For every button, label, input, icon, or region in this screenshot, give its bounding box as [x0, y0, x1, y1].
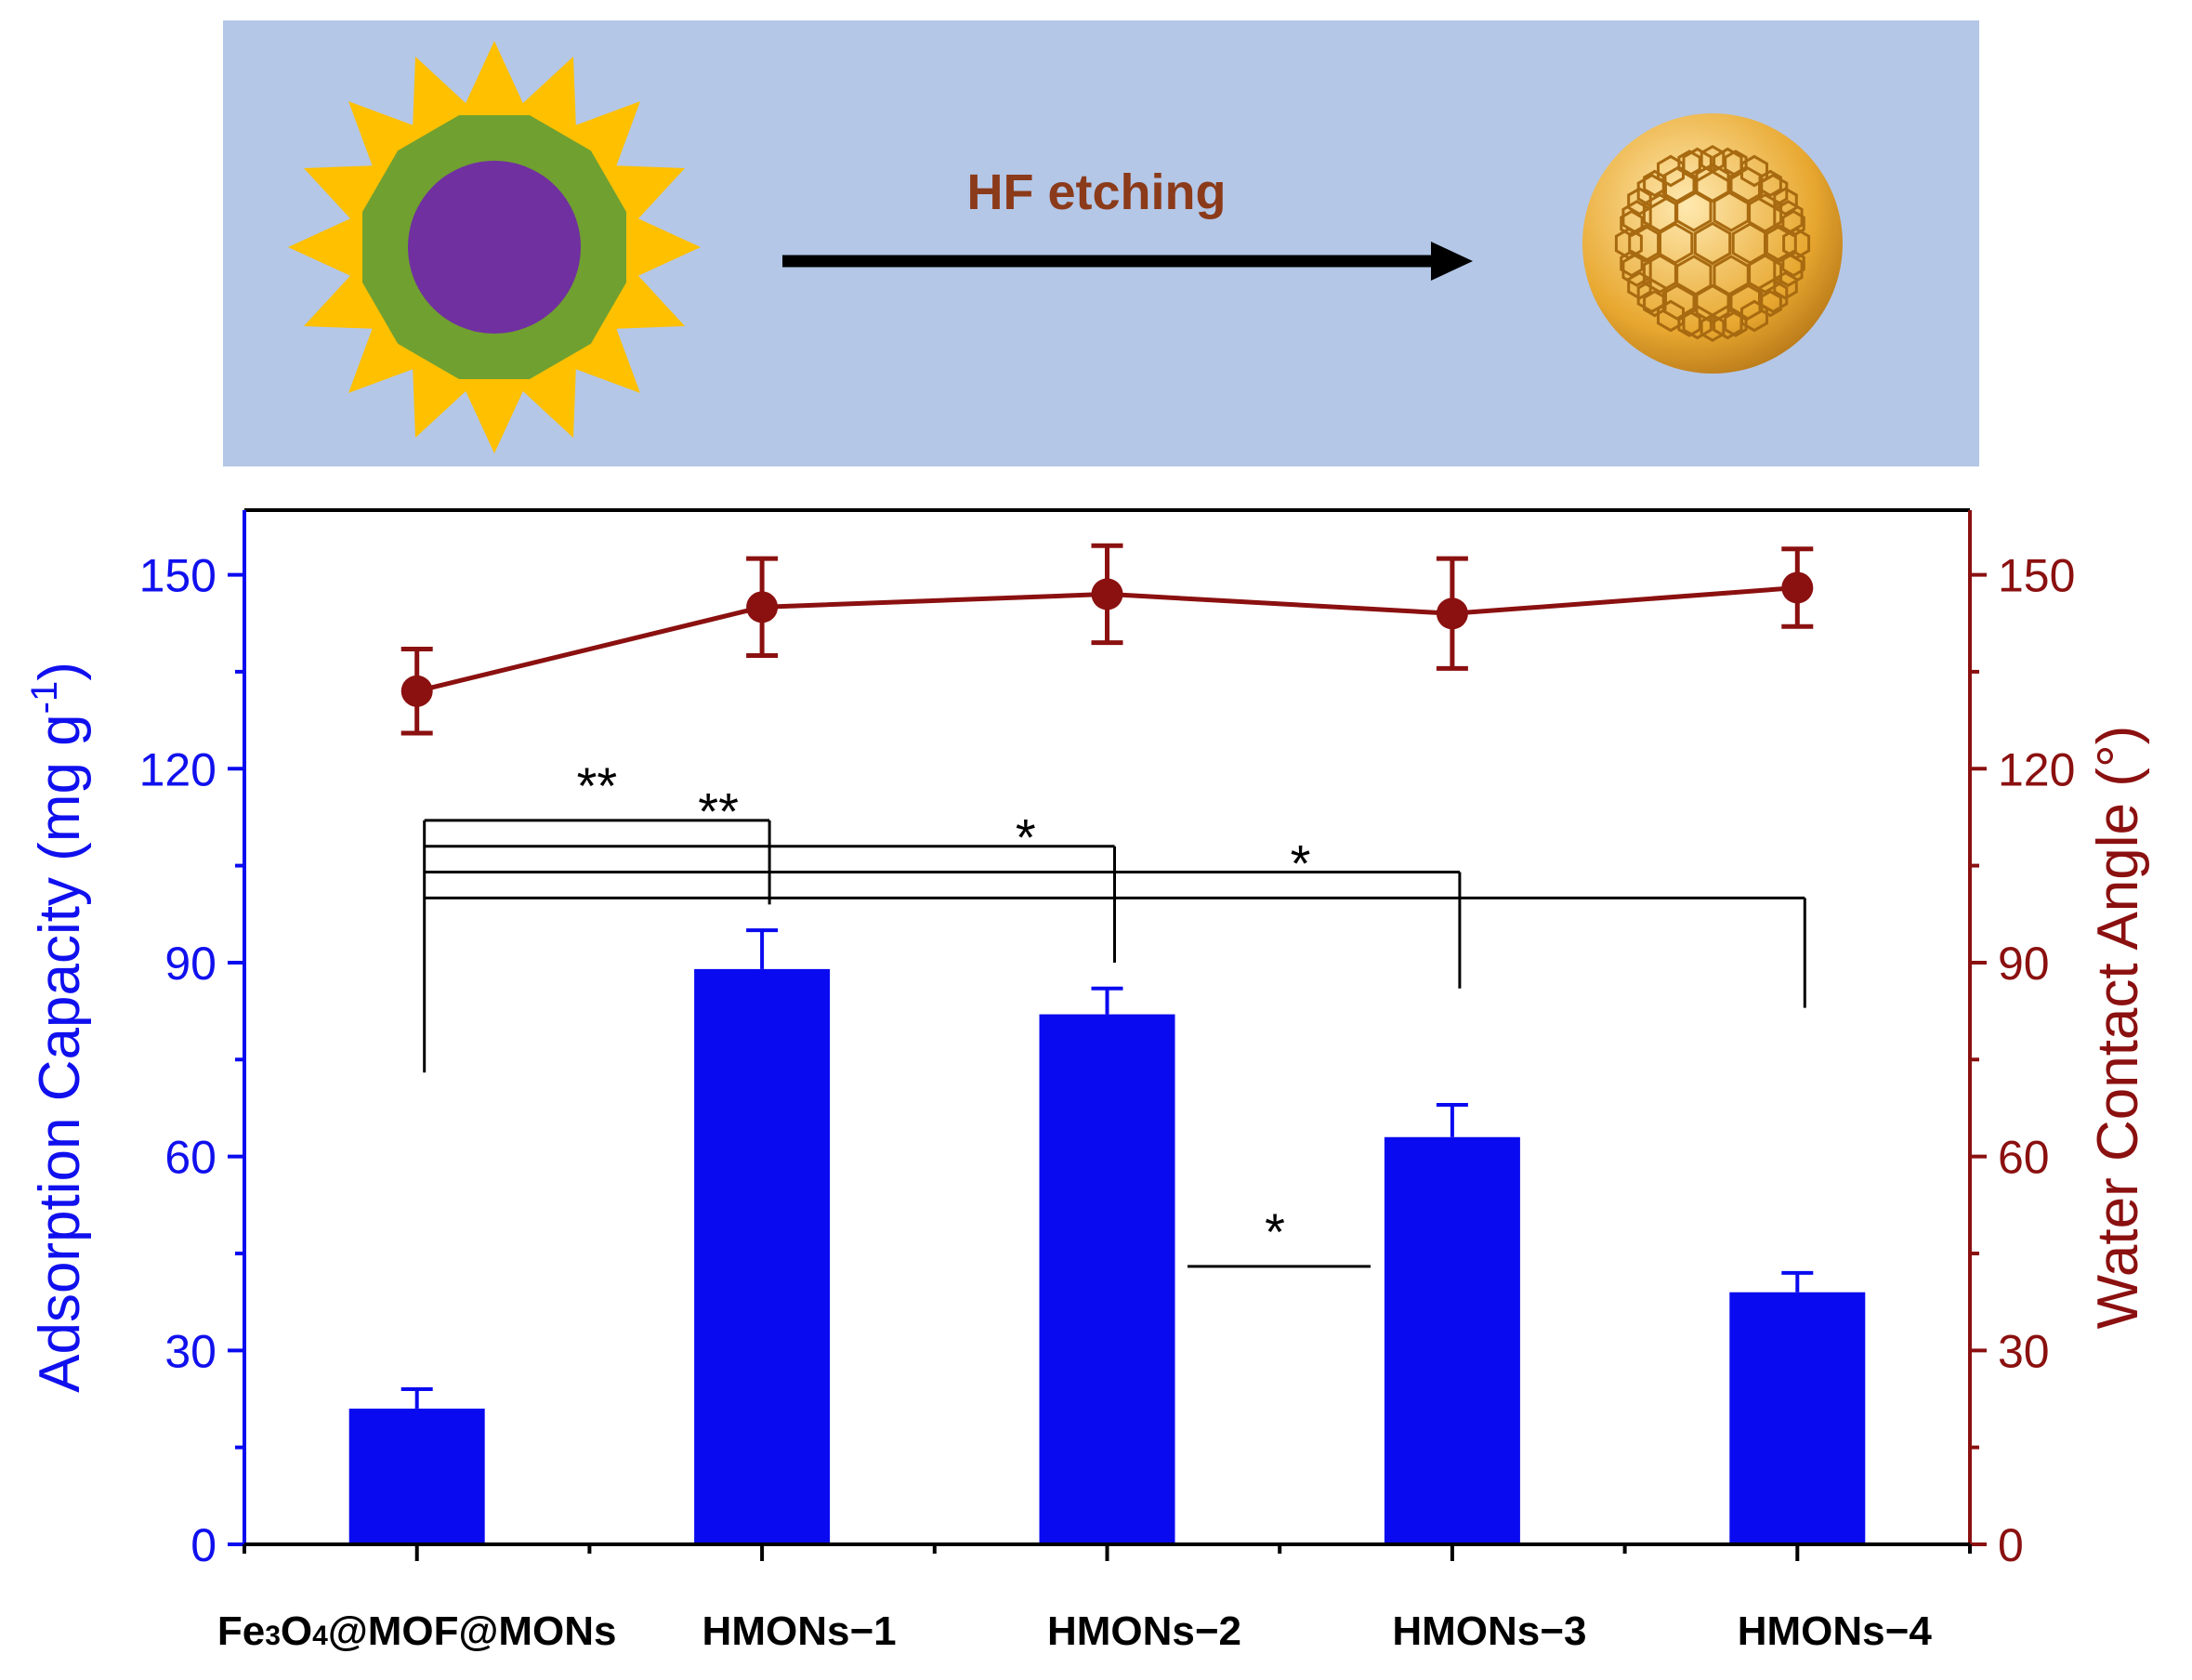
- cage-hexagon: [1628, 224, 1661, 263]
- significance-label: *: [1016, 808, 1036, 867]
- cage-hexagon: [1781, 209, 1805, 238]
- hollow-cage-sphere: [1582, 113, 1843, 374]
- cage-hexagon: [1773, 270, 1798, 300]
- cage-hexagon: [1781, 249, 1805, 278]
- axes: 0 30 60 90 120 150 0 30 60 90 120 150 Fe3O4@MOF@MONs…: [24, 508, 2150, 1654]
- cage-hexagon: [1657, 299, 1685, 333]
- left-tick-label: 150: [139, 550, 217, 602]
- cage-hexagon: [1758, 278, 1789, 314]
- x-category-label: HMONs−2: [1047, 1608, 1241, 1654]
- cage-hexagon: [1758, 289, 1782, 318]
- x-category-label: Fe3O4@MOF@MONs: [217, 1608, 617, 1654]
- line-point: [1436, 597, 1468, 630]
- cage-hexagon: [1643, 289, 1667, 318]
- cage-hexagon: [1748, 254, 1783, 295]
- bar: [1729, 1292, 1866, 1544]
- cage-hexagon: [1695, 163, 1730, 203]
- significance-label: *: [1291, 833, 1311, 892]
- bar: [1039, 1014, 1175, 1544]
- line-point: [1091, 578, 1123, 610]
- cage-hexagon: [1643, 169, 1667, 198]
- y-axis-left-title: Adsorption Capacity (mg g-1): [24, 662, 92, 1393]
- bar: [348, 1408, 485, 1544]
- cage-hexagon: [1695, 283, 1730, 324]
- x-category-label: HMONs−1: [702, 1608, 897, 1654]
- right-tick-label: 60: [1998, 1132, 2050, 1184]
- cage-hexagon: [1773, 187, 1798, 217]
- cage-hexagon: [1620, 209, 1644, 238]
- right-tick-label: 150: [1998, 550, 2075, 602]
- cage-hexagon: [1758, 169, 1782, 198]
- cage-hexagon: [1636, 173, 1667, 209]
- cage-hexagon: [1661, 165, 1696, 204]
- line-point: [746, 591, 779, 623]
- cage-hexagon: [1627, 187, 1652, 217]
- cage-hexagon: [1693, 221, 1732, 266]
- line-point: [400, 675, 433, 707]
- bar: [1384, 1136, 1520, 1544]
- right-tick-label: 0: [1998, 1519, 2024, 1571]
- line-series: [400, 543, 1814, 736]
- arrow-label: HF etching: [967, 164, 1227, 220]
- cage-hexagon: [1675, 190, 1713, 232]
- line-point: [1781, 571, 1814, 604]
- bar: [694, 968, 831, 1544]
- chart: ** ** * ** 03060901201500306090120150Fe3O4@…: [24, 508, 2150, 1654]
- cage-hexagon: [1677, 309, 1701, 337]
- significance-brackets: ** ** * **: [423, 756, 1806, 1268]
- cage-mesh: [1614, 144, 1811, 343]
- right-tick-label: 90: [1998, 938, 2050, 990]
- x-category-label: HMONs−3: [1392, 1608, 1586, 1654]
- left-tick-label: 120: [139, 743, 217, 795]
- cage-hexagon: [1642, 254, 1677, 295]
- scheme-panel: HF etching: [223, 20, 1979, 466]
- cage-hexagon: [1724, 309, 1748, 337]
- cage-hexagon: [1740, 299, 1768, 333]
- right-tick-label: 120: [1998, 743, 2075, 795]
- cage-hexagon: [1700, 313, 1726, 343]
- right-tick-label: 30: [1998, 1325, 2050, 1377]
- cage-body: [1582, 113, 1843, 374]
- significance-label: *: [1265, 1202, 1285, 1261]
- cage-hexagon: [1773, 252, 1804, 287]
- cage-hexagon: [1764, 224, 1797, 263]
- y-axis-right-title: Water Contact Angle (°): [2086, 726, 2150, 1330]
- significance-label: **: [698, 782, 739, 841]
- significance-label: **: [577, 756, 618, 815]
- cage-hexagon: [1740, 154, 1768, 188]
- left-tick-label: 90: [164, 938, 217, 990]
- left-tick-label: 0: [190, 1519, 217, 1571]
- cage-hexagon: [1636, 278, 1667, 314]
- cage-hexagon: [1713, 190, 1750, 232]
- magnetic-core: [408, 161, 581, 334]
- etching-arrow-head: [1431, 242, 1473, 281]
- cage-hexagon: [1729, 165, 1764, 204]
- bar-series: [348, 928, 1866, 1544]
- left-tick-label: 30: [164, 1325, 217, 1377]
- x-category-label: HMONs−4: [1738, 1608, 1933, 1654]
- cage-hexagon: [1758, 173, 1789, 209]
- left-tick-label: 60: [164, 1132, 217, 1184]
